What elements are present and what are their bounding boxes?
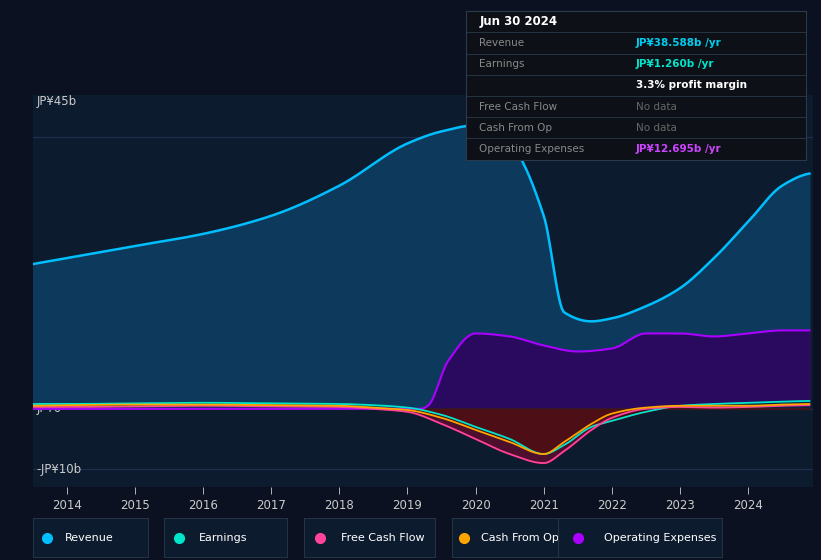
Text: Operating Expenses: Operating Expenses (479, 144, 585, 154)
Text: 3.3% profit margin: 3.3% profit margin (635, 81, 747, 90)
Text: JP¥0: JP¥0 (37, 402, 62, 416)
Text: Free Cash Flow: Free Cash Flow (479, 101, 557, 111)
Text: Earnings: Earnings (199, 533, 247, 543)
Text: No data: No data (635, 101, 677, 111)
Text: No data: No data (635, 123, 677, 133)
Text: JP¥45b: JP¥45b (37, 95, 77, 108)
Text: JP¥1.260b /yr: JP¥1.260b /yr (635, 59, 714, 69)
Text: Earnings: Earnings (479, 59, 525, 69)
Text: Revenue: Revenue (479, 38, 525, 48)
Text: JP¥12.695b /yr: JP¥12.695b /yr (635, 144, 722, 154)
Text: Free Cash Flow: Free Cash Flow (341, 533, 424, 543)
Text: -JP¥10b: -JP¥10b (37, 463, 82, 475)
Text: Revenue: Revenue (65, 533, 114, 543)
Text: Operating Expenses: Operating Expenses (604, 533, 717, 543)
Text: Cash From Op: Cash From Op (481, 533, 559, 543)
Text: JP¥38.588b /yr: JP¥38.588b /yr (635, 38, 722, 48)
Text: Jun 30 2024: Jun 30 2024 (479, 15, 557, 29)
Text: Cash From Op: Cash From Op (479, 123, 553, 133)
